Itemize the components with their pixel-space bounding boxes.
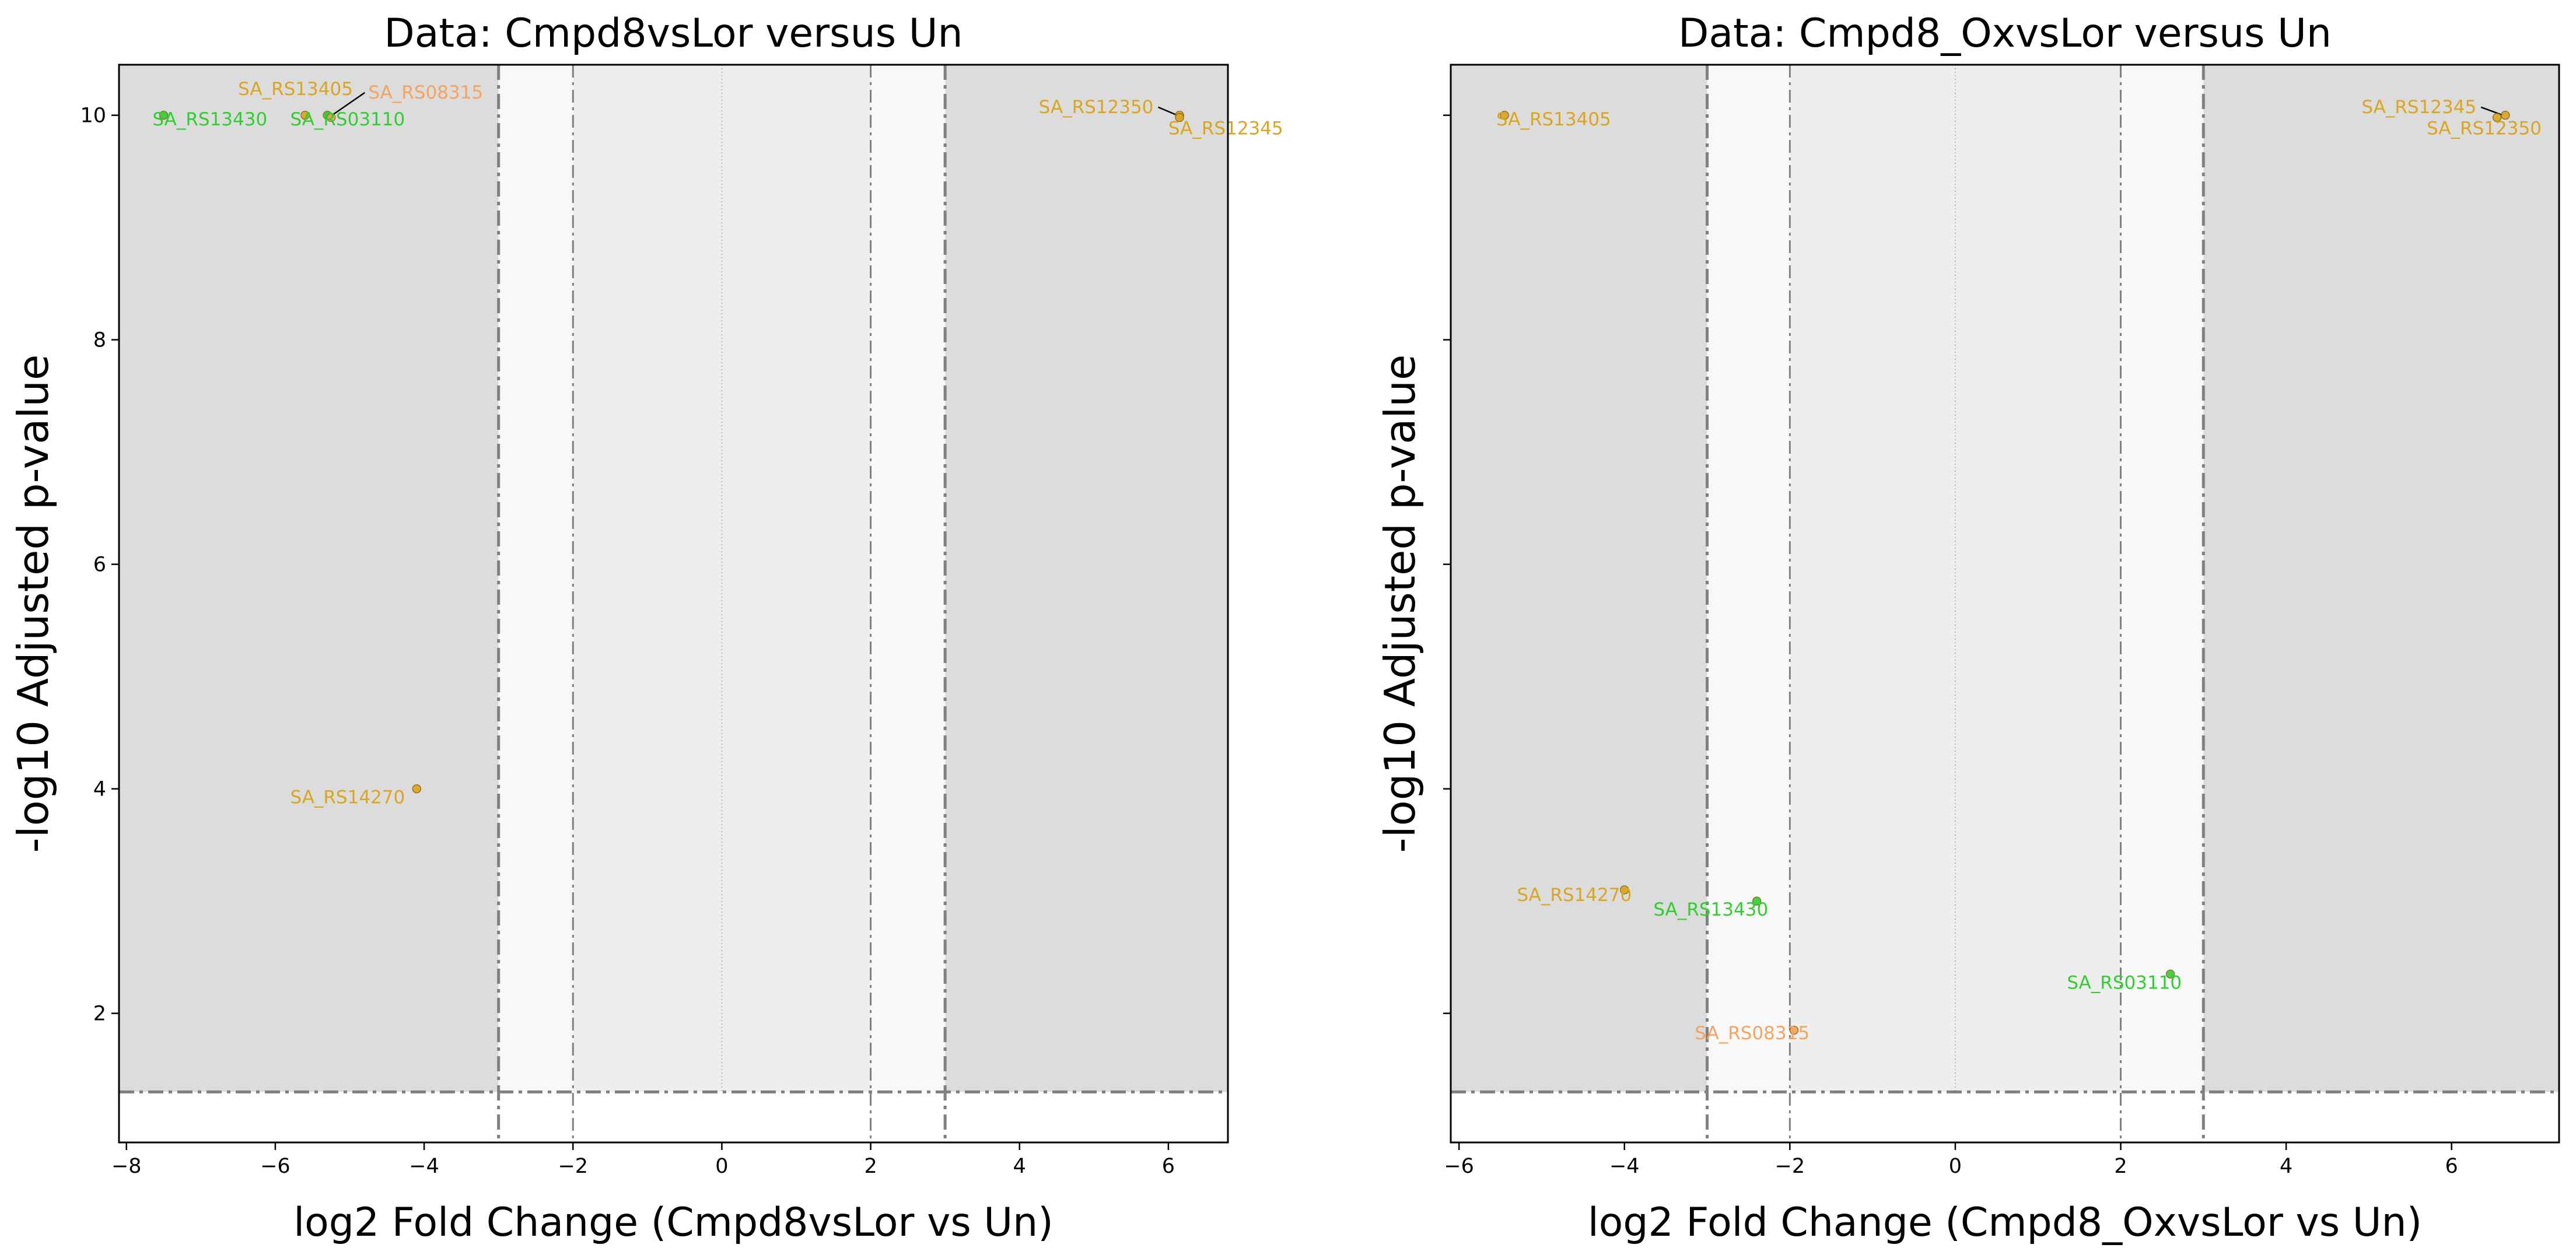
data-point-sa-rs08315 [326,113,336,122]
y-tick-label: 8 [93,329,106,352]
region-moderate-up [870,65,946,1092]
data-point-sa-rs13405 [300,110,310,120]
x-tick-label: 0 [1949,1155,1962,1178]
x-tick-label: −2 [1775,1155,1805,1178]
x-tick-label: 4 [2280,1155,2292,1178]
chart-title: Data: Cmpd8vsLor versus Un [384,10,963,57]
x-tick-label: −8 [111,1155,142,1178]
point-label: SA_RS12350 [2427,118,2542,139]
x-tick-label: 2 [864,1155,877,1178]
x-tick-label: −4 [409,1155,439,1178]
region-strong-down [1451,65,1707,1092]
point-label: SA_RS13405 [238,79,353,100]
x-tick-label: −4 [1609,1155,1640,1178]
x-tick-label: 2 [2114,1155,2127,1178]
region-strong-up [945,65,1228,1092]
region-moderate-down [498,65,573,1092]
y-axis-label: -log10 Adjusted p-value [1376,355,1424,853]
x-tick-label: 6 [1162,1155,1175,1178]
x-axis-label: log2 Fold Change (Cmpd8vsLor vs Un) [293,1200,1054,1246]
data-point-sa-rs03110 [2165,969,2175,979]
region-moderate-up [2120,65,2204,1092]
chart-title: Data: Cmpd8_OxvsLor versus Un [1678,10,2332,57]
point-label: SA_RS13430 [152,109,267,130]
point-label: SA_RS08315 [368,82,483,103]
axes-frame [118,64,1229,1144]
data-point-sa-rs12345 [1175,113,1184,122]
data-point-sa-rs12350 [2492,113,2502,122]
data-point-sa-rs14270 [412,784,422,794]
data-point-sa-rs08315 [1789,1025,1799,1035]
point-label: SA_RS12345 [2361,97,2476,118]
region-moderate-down [1707,65,1790,1092]
point-label: SA_RS03110 [2067,972,2182,993]
y-tick-label: 6 [93,553,106,577]
data-point-sa-rs12345 [2501,110,2510,120]
x-tick-label: 0 [715,1155,728,1178]
y-axis-label: -log10 Adjusted p-value [9,355,58,853]
x-tick-label: 6 [2445,1155,2458,1178]
point-label: SA_RS13430 [1653,899,1768,920]
significance-regions [1451,65,2559,1142]
y-tick-label: 10 [80,104,106,128]
leader-line [1157,106,1178,116]
significance-regions [119,65,1228,1142]
region-center [573,65,871,1092]
point-label: SA_RS14270 [290,787,405,808]
axes-frame [1450,64,2560,1144]
point-label: SA_RS12345 [1168,118,1283,139]
region-strong-down [119,65,499,1092]
data-point-sa-rs14270 [1620,885,1629,895]
point-label: SA_RS12350 [1039,97,1154,118]
point-label: SA_RS03110 [290,109,405,130]
point-label: SA_RS13405 [1496,109,1611,130]
leader-line [328,92,366,118]
region-strong-up [2203,65,2559,1092]
x-axis-label: log2 Fold Change (Cmpd8_OxvsLor vs Un) [1588,1200,2422,1246]
data-point-sa-rs13430 [1752,896,1762,906]
chart-panel-1: SA_RS13405 SA_RS08315 SA_RS13430 SA_RS03110… [9,10,1283,1246]
y-tick-label: 2 [93,1002,106,1026]
point-label: SA_RS08315 [1695,1023,1810,1044]
point-label: SA_RS14270 [1517,885,1632,906]
x-tick-label: −6 [1444,1155,1474,1178]
data-point-sa-rs13405 [1500,110,1509,120]
region-center [1790,65,2121,1092]
x-tick-label: −6 [260,1155,290,1178]
y-tick-label: 4 [93,778,106,801]
data-point-sa-rs13430 [159,110,169,120]
x-tick-label: 4 [1013,1155,1026,1178]
x-tick-label: −2 [558,1155,588,1178]
